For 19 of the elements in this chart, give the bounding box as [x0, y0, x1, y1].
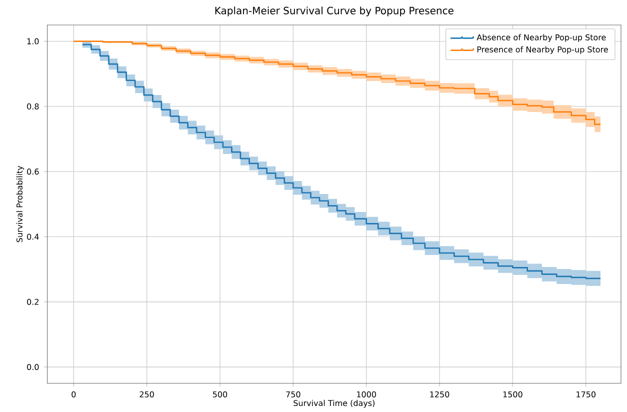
- y-tick-label: 0.0: [27, 364, 39, 370]
- x-tick-label: 750: [286, 391, 300, 398]
- x-tick-label: 1000: [357, 391, 376, 398]
- y-axis-title: Survival Probability: [16, 166, 24, 242]
- chart-title: Kaplan-Meier Survival Curve by Popup Presence: [215, 6, 454, 16]
- x-tick-label: 1250: [430, 391, 450, 398]
- x-tick-label: 500: [212, 391, 228, 398]
- x-tick-label: 250: [140, 391, 154, 398]
- legend-label: Presence of Nearby Pop-up Store: [477, 46, 608, 54]
- y-tick-label: 0.2: [27, 298, 38, 305]
- y-tick-label: 0.6: [27, 168, 39, 175]
- x-tick-label: 1500: [503, 391, 522, 398]
- y-tick-label: 1.0: [27, 38, 39, 44]
- x-tick-label: 1750: [576, 391, 596, 398]
- x-axis-title: Survival Time (days): [294, 400, 375, 408]
- y-tick-label: 0.8: [27, 103, 39, 110]
- x-tick-label: 0: [72, 391, 76, 398]
- legend-label: Absence of Nearby Pop-up Store: [476, 34, 606, 42]
- y-tick-label: 0.4: [27, 234, 39, 240]
